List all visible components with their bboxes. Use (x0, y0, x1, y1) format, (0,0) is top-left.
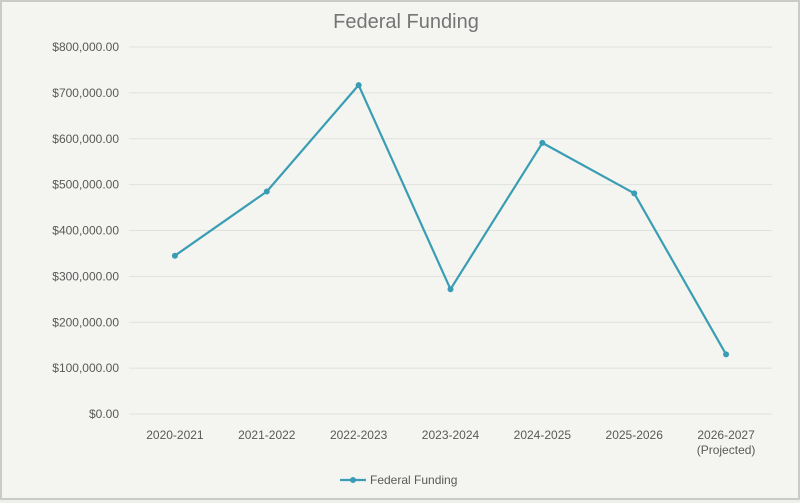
y-tick-label: $400,000.00 (52, 224, 119, 238)
y-tick-label: $200,000.00 (52, 315, 119, 329)
data-point (263, 188, 270, 195)
data-point (723, 351, 730, 358)
x-tick-label: 2025-2026 (606, 428, 664, 442)
y-tick-label: $0.00 (89, 407, 119, 421)
x-tick-sublabel: (Projected) (697, 443, 756, 457)
legend: Federal Funding (340, 473, 457, 487)
y-tick-label: $500,000.00 (52, 178, 119, 192)
data-point (171, 252, 178, 259)
x-tick-label: 2026-2027 (697, 428, 755, 442)
series-layer (171, 82, 730, 358)
legend-marker (350, 477, 356, 483)
y-axis-tick-labels: $0.00 $100,000.00 $200,000.00 $300,000.00 $4… (52, 40, 119, 421)
chart-title: Federal Funding (333, 11, 479, 33)
y-tick-label: $700,000.00 (52, 86, 119, 100)
series-line (174, 83, 728, 355)
legend-label: Federal Funding (370, 473, 457, 487)
y-tick-label: $600,000.00 (52, 132, 119, 146)
x-tick-label: 2021-2022 (238, 428, 296, 442)
y-tick-label: $800,000.00 (52, 40, 119, 54)
x-tick-label: 2022-2023 (330, 428, 388, 442)
data-point (447, 286, 454, 293)
gridlines (129, 46, 772, 415)
data-point (355, 82, 362, 89)
x-axis-tick-labels: 2020-2021 2021-2022 2022-2023 2023-2024 2024… (146, 428, 755, 457)
x-tick-label: 2023-2024 (422, 428, 480, 442)
data-point (631, 190, 638, 197)
x-tick-label: 2020-2021 (146, 428, 204, 442)
data-point (539, 139, 546, 146)
y-tick-label: $100,000.00 (52, 361, 119, 375)
x-tick-label: 2024-2025 (514, 428, 572, 442)
y-tick-label: $300,000.00 (52, 269, 119, 283)
